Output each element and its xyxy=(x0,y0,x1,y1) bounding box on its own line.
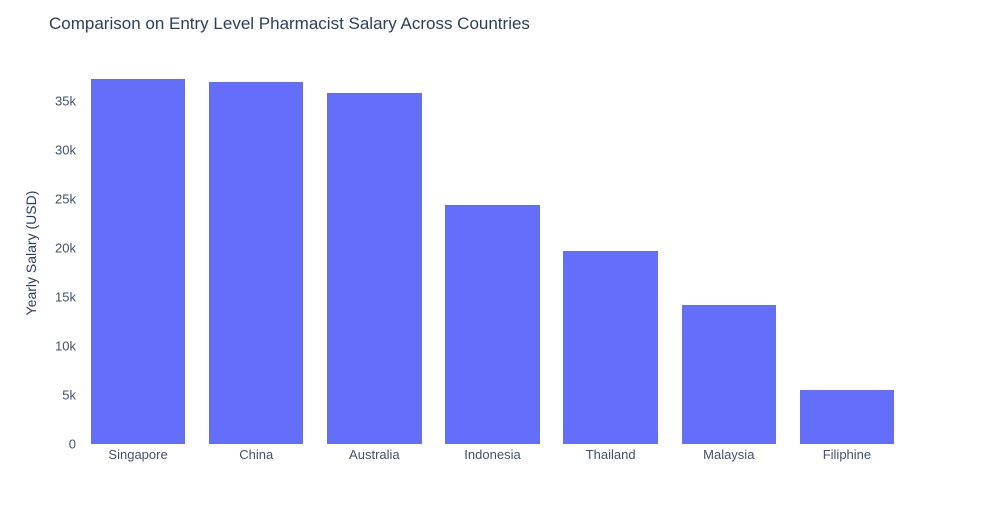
x-tick-label: China xyxy=(239,447,274,462)
x-tick-label: Thailand xyxy=(585,447,636,462)
bar-thailand[interactable] xyxy=(563,250,658,444)
bar-malaysia[interactable] xyxy=(681,304,777,444)
y-tick-label: 0 xyxy=(68,436,76,452)
y-tick-label: 30k xyxy=(55,142,76,158)
y-tick-label: 35k xyxy=(55,93,76,109)
bar-china[interactable] xyxy=(208,82,304,444)
bar-indonesia[interactable] xyxy=(445,204,540,444)
y-tick-label: 5k xyxy=(62,387,76,403)
chart-title: Comparison on Entry Level Pharmacist Sal… xyxy=(49,14,530,33)
x-tick-label: Indonesia xyxy=(464,447,521,462)
y-axis-ticks: 0 5k 10k 15k 20k 25k 30k 35k xyxy=(0,60,78,452)
bar-singapore[interactable] xyxy=(90,79,186,444)
y-tick-label: 15k xyxy=(55,289,76,305)
x-tick-label: Singapore xyxy=(108,447,168,462)
y-tick-label: 20k xyxy=(55,240,76,256)
y-tick-label: 25k xyxy=(55,191,76,207)
plot-area xyxy=(79,60,906,444)
x-tick-label: Filiphine xyxy=(822,447,872,462)
x-axis-ticks: Singapore China Australia Indonesia Thailand… xyxy=(79,447,906,465)
y-tick-label: 10k xyxy=(55,338,76,354)
x-tick-label: Malaysia xyxy=(703,447,755,462)
bar-australia[interactable] xyxy=(327,93,422,444)
x-tick-label: Australia xyxy=(349,447,400,462)
bar-filiphine[interactable] xyxy=(799,390,895,444)
